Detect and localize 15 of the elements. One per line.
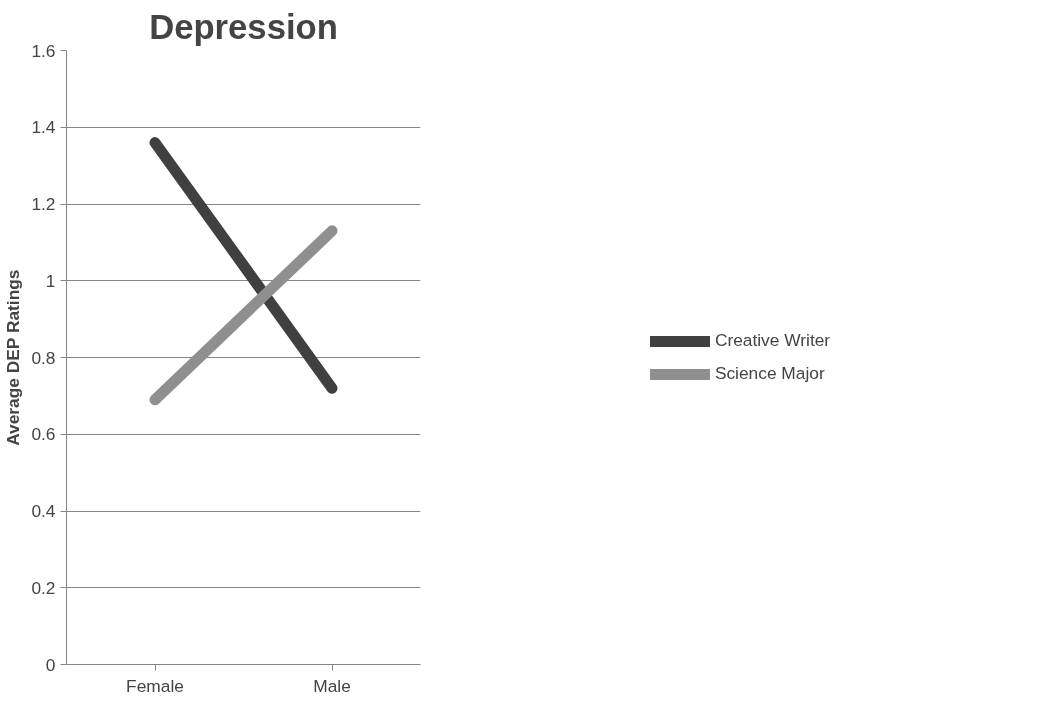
- y-axis-title: Average DEP Ratings: [3, 269, 24, 446]
- legend-label: Science Major: [714, 363, 825, 384]
- legend-label: Creative Writer: [714, 330, 831, 351]
- y-tick-label: 0.6: [31, 424, 56, 445]
- x-tick-label: Female: [126, 675, 184, 696]
- x-tick-label: Male: [313, 675, 351, 696]
- chart-title: Depression: [149, 7, 338, 46]
- y-tick-label: 0.2: [31, 577, 56, 598]
- y-tick-label: 1.4: [31, 117, 56, 138]
- y-tick-label: 1.6: [31, 40, 56, 61]
- y-tick-label: 1: [45, 270, 56, 291]
- y-tick-label: 1.2: [31, 194, 56, 214]
- y-tick-label: 0: [45, 654, 56, 675]
- y-tick-label: 0.8: [31, 347, 56, 368]
- y-tick-label: 0.4: [31, 501, 56, 521]
